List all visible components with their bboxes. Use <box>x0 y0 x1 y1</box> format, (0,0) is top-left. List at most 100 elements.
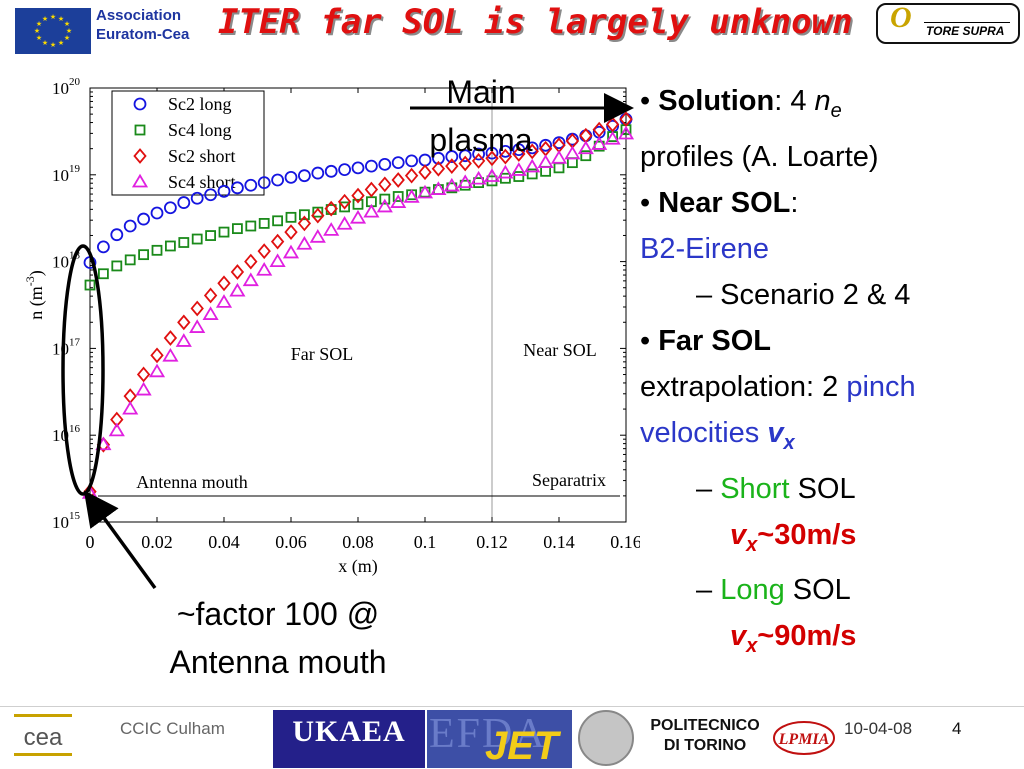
region-label-antenna-mouth: Antenna mouth <box>136 472 247 492</box>
data-point <box>364 159 378 173</box>
bullet-far-sol-extrapolation: extrapolation: 2 <box>640 370 847 403</box>
factor-line-2: Antenna mouth <box>169 644 387 680</box>
politecnico-line-1: POLITECNICO <box>650 717 760 734</box>
data-point <box>323 222 340 236</box>
tore-supra-logo-text: TORE SUPRA <box>926 24 1005 38</box>
main-plasma-annotation: Main plasma <box>406 68 556 164</box>
data-point <box>364 181 379 198</box>
svg-text:★: ★ <box>58 39 64 47</box>
data-point <box>257 176 271 190</box>
bullet-long-sol: – Long SOL <box>640 567 1024 613</box>
bullet-solution: • Solution: 4 ne <box>640 85 842 122</box>
eu-flag-logo: ★ ★ ★ ★ ★ ★ ★ ★ ★ ★ ★ ★ <box>15 8 91 54</box>
data-point <box>579 129 593 143</box>
y-tick-label: 1016 <box>52 423 81 445</box>
bullet-near-sol-code: B2-Eirene <box>640 232 769 265</box>
svg-text:★: ★ <box>42 15 48 23</box>
svg-text:★: ★ <box>64 20 70 28</box>
data-point <box>337 193 352 210</box>
data-point <box>285 211 297 223</box>
x-axis-label: x (m) <box>338 556 378 577</box>
data-point <box>123 388 137 405</box>
data-point <box>604 130 621 145</box>
data-point <box>378 157 392 171</box>
data-point <box>178 237 190 248</box>
svg-text:★: ★ <box>36 34 42 42</box>
x-tick-label: 0.02 <box>141 532 173 552</box>
bullet-far-sol-line3: velocities vx <box>640 410 1024 466</box>
data-point <box>404 167 419 184</box>
data-point <box>339 201 351 213</box>
data-point <box>431 160 446 177</box>
data-point <box>177 314 191 331</box>
data-point <box>577 140 594 155</box>
data-point <box>537 154 554 169</box>
data-point <box>164 240 176 252</box>
data-point <box>298 209 310 221</box>
data-point <box>257 243 271 260</box>
y-axis-label: n (m-3) <box>23 270 47 320</box>
data-point <box>175 333 192 347</box>
data-point <box>352 198 364 210</box>
data-point <box>472 147 486 161</box>
data-point <box>190 300 204 317</box>
data-point <box>231 223 243 235</box>
tore-supra-logo-line <box>924 22 1010 23</box>
legend-marker <box>133 148 147 164</box>
data-point <box>177 196 191 209</box>
data-point <box>124 254 136 266</box>
data-point <box>312 206 324 218</box>
data-point <box>242 272 259 287</box>
data-point <box>151 244 163 256</box>
data-point <box>539 138 552 152</box>
politecnico-line-2: DI TORINO <box>663 737 747 754</box>
cea-logo: cea <box>12 712 74 758</box>
data-point <box>204 188 218 202</box>
data-point <box>403 189 420 203</box>
y-tick-label: 1015 <box>52 510 81 532</box>
x-tick-label: 0.16 <box>610 532 640 552</box>
svg-text:★: ★ <box>36 20 42 28</box>
data-point <box>430 181 447 195</box>
svg-text:★: ★ <box>50 13 56 21</box>
bullet-long-sol-word: Long <box>720 574 785 607</box>
organization-line-2: Euratom-Cea <box>96 26 190 43</box>
data-point <box>98 268 109 280</box>
data-point <box>163 201 177 215</box>
x-tick-label: 0.08 <box>342 532 374 552</box>
x-tick-label: 0.06 <box>275 532 307 552</box>
data-point <box>553 162 565 174</box>
region-label-near-sol: Near SOL <box>523 340 596 360</box>
footer-event: CCIC Culham <box>120 719 225 738</box>
y-tick-label: 1017 <box>52 336 81 358</box>
data-point <box>202 306 219 320</box>
data-point <box>445 150 459 163</box>
bullet-long-sol-rest: SOL <box>784 574 851 607</box>
data-point <box>256 262 273 276</box>
data-point <box>217 275 231 292</box>
data-point <box>512 146 526 162</box>
data-point <box>497 164 514 179</box>
data-point <box>135 381 152 396</box>
bullet-panel: • Solution: 4 ne profiles (A. Loarte) • … <box>640 78 1024 669</box>
data-point <box>351 187 365 204</box>
x-tick-label: 0.14 <box>543 532 575 552</box>
data-point <box>390 194 407 208</box>
legend-label: Sc4 short <box>168 172 236 192</box>
region-label-far-sol: Far SOL <box>291 344 354 364</box>
data-point <box>324 200 338 217</box>
cea-logo-text: cea <box>24 724 63 751</box>
y-tick-label: 1020 <box>52 76 81 98</box>
legend-marker <box>131 173 149 188</box>
legend-marker <box>133 97 147 111</box>
page-title: ITER far SOL is largely unknown <box>218 2 853 42</box>
data-point <box>148 363 166 378</box>
data-point <box>379 193 391 205</box>
data-point <box>376 198 393 213</box>
data-point <box>269 253 286 268</box>
data-point <box>230 264 245 280</box>
data-point <box>162 347 179 362</box>
data-point <box>349 209 367 224</box>
bullet-far-sol-label: Far SOL <box>658 324 772 357</box>
data-point <box>457 174 474 189</box>
